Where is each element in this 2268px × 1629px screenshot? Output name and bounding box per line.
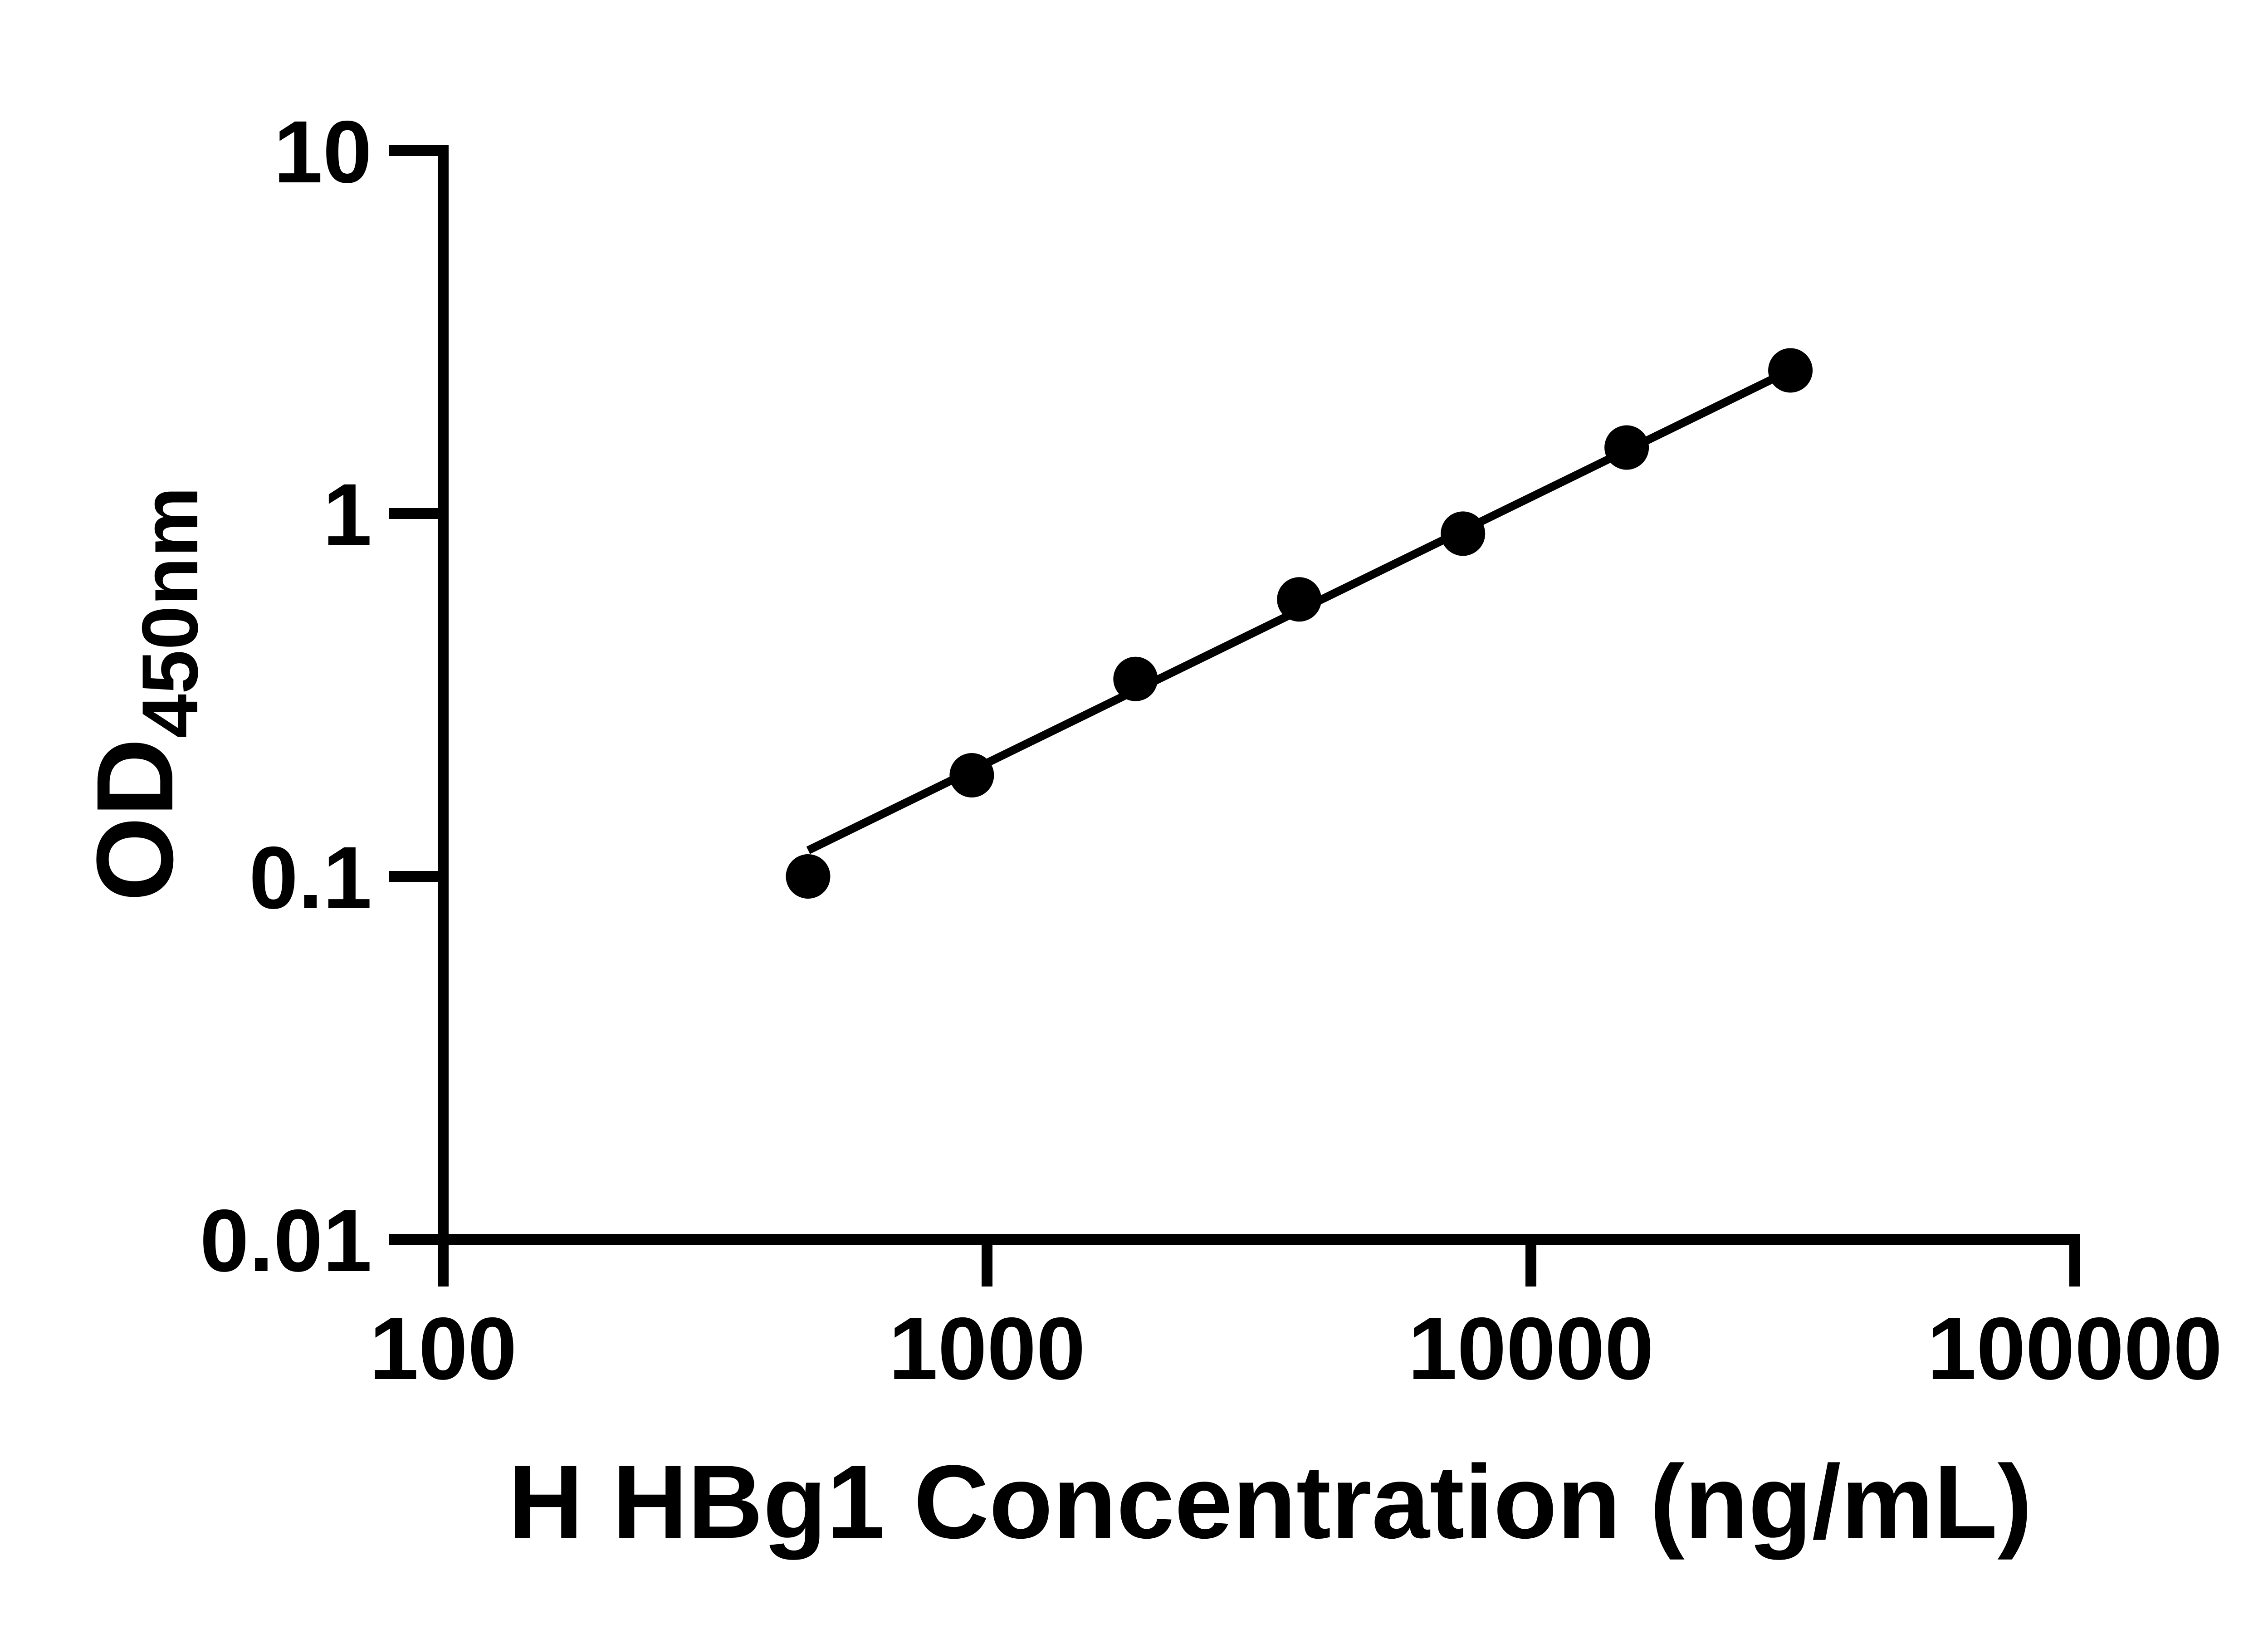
x-axis-title: H HBg1 Concentration (ng/mL) <box>508 1443 2032 1560</box>
y-tick-label: 10 <box>274 103 372 201</box>
data-point <box>1604 425 1649 470</box>
data-point <box>1113 656 1158 701</box>
data-point <box>786 854 831 899</box>
data-point <box>949 753 994 797</box>
y-axis-title-sub: 450nm <box>126 487 215 738</box>
y-tick-label: 1 <box>323 465 372 564</box>
y-axis-title: OD450nm <box>74 487 215 901</box>
data-point <box>1768 348 1813 393</box>
y-tick-label: 0.1 <box>249 828 372 927</box>
x-tick-label: 10000 <box>1408 1299 1654 1398</box>
x-tick-label: 100 <box>369 1299 517 1398</box>
x-axis-ticks: 100 1000 10000 100000 <box>369 1239 2222 1398</box>
data-points <box>786 348 1813 899</box>
x-tick-label: 100000 <box>1927 1299 2223 1398</box>
y-axis-title-main: OD <box>74 738 196 901</box>
y-tick-label: 0.01 <box>200 1191 372 1290</box>
data-point <box>1441 511 1486 556</box>
x-tick-label: 1000 <box>889 1299 1085 1398</box>
y-axis-ticks: 10 1 0.1 0.01 <box>200 103 443 1290</box>
data-point <box>1277 577 1322 622</box>
